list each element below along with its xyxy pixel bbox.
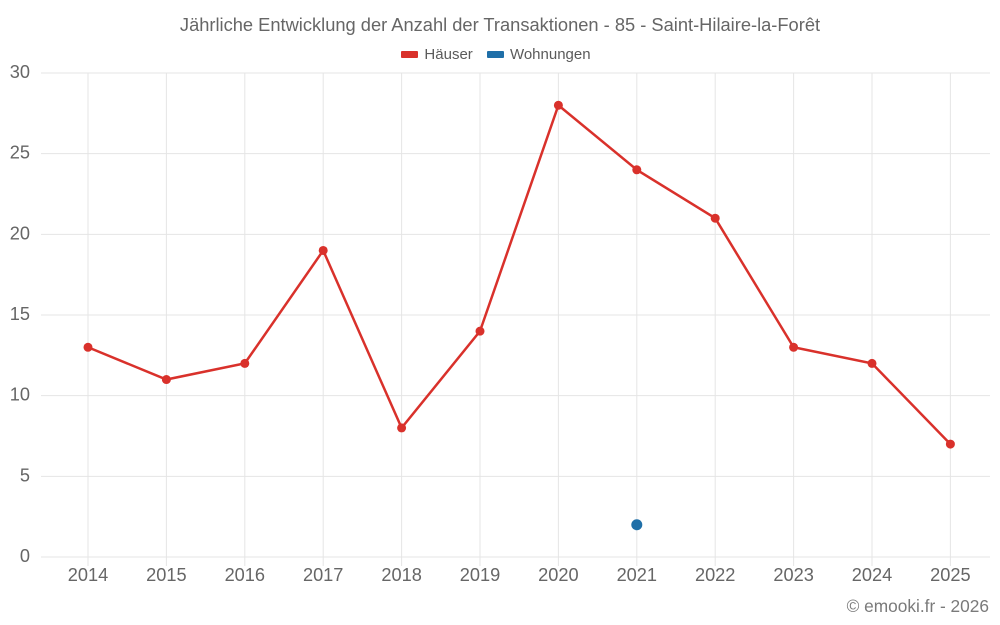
svg-text:2024: 2024 [852, 565, 892, 585]
svg-text:2022: 2022 [695, 565, 735, 585]
svg-text:2020: 2020 [538, 565, 578, 585]
svg-text:2017: 2017 [303, 565, 343, 585]
svg-text:0: 0 [20, 546, 30, 566]
svg-text:2023: 2023 [773, 565, 813, 585]
svg-text:30: 30 [10, 62, 30, 82]
svg-text:2018: 2018 [381, 565, 421, 585]
svg-text:25: 25 [10, 143, 30, 163]
svg-text:2019: 2019 [460, 565, 500, 585]
svg-text:2014: 2014 [68, 565, 108, 585]
svg-text:2016: 2016 [225, 565, 265, 585]
svg-text:2015: 2015 [146, 565, 186, 585]
svg-text:2025: 2025 [930, 565, 970, 585]
svg-text:2021: 2021 [617, 565, 657, 585]
svg-text:20: 20 [10, 223, 30, 243]
svg-text:10: 10 [10, 385, 30, 405]
svg-text:5: 5 [20, 465, 30, 485]
svg-text:15: 15 [10, 304, 30, 324]
